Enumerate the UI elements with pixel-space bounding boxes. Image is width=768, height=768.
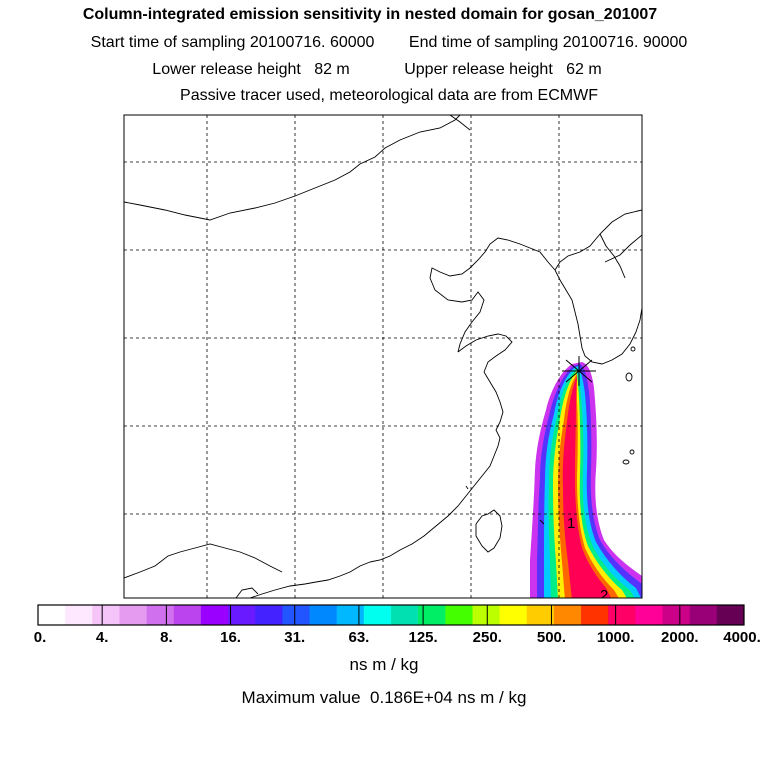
station-star-icon — [562, 356, 596, 386]
colorbar-swatch — [363, 605, 392, 625]
plume-label-1: 1 — [567, 515, 575, 532]
colorbar — [37, 604, 745, 626]
start-time-label: Start time of sampling — [90, 34, 246, 51]
colorbar-swatch — [526, 605, 555, 625]
colorbar-swatch — [173, 605, 202, 625]
colorbar-swatch — [38, 605, 66, 625]
max-value-label: Maximum value — [241, 688, 361, 707]
colorbar-swatch — [716, 605, 745, 625]
tracer-note: Passive tracer used, meteorological data… — [180, 87, 598, 104]
colorbar-swatch — [228, 605, 256, 625]
colorbar-frame — [37, 604, 745, 626]
start-time-value: 20100716. 60000 — [249, 34, 375, 51]
sampling-time-line: Start time of sampling 20100716. 60000 E… — [5, 34, 768, 52]
plume-label-2: 2 — [600, 587, 608, 600]
colorbar-swatch — [608, 605, 636, 625]
colorbar-tick-label: 4. — [95, 629, 109, 646]
map-frame — [123, 114, 643, 599]
colorbar-swatch — [119, 605, 148, 625]
upper-release-value: 62 m — [566, 61, 602, 78]
max-value-number: 0.186E+04 — [370, 688, 453, 707]
colorbar-swatch — [472, 605, 501, 625]
lower-release-value: 82 m — [314, 61, 350, 78]
end-time-label: End time of sampling — [408, 34, 559, 51]
colorbar-tick-label: 500. — [536, 629, 567, 646]
colorbar-swatch — [391, 605, 419, 625]
plot-title: Column-integrated emission sensitivity i… — [82, 6, 658, 23]
end-time-value: 20100716. 90000 — [562, 34, 688, 51]
colorbar-swatch — [662, 605, 691, 625]
colorbar-swatch — [553, 605, 582, 625]
colorbar-tick-label: 4000. — [723, 629, 761, 646]
colorbar-swatch — [200, 605, 229, 625]
colorbar-swatch — [282, 605, 311, 625]
max-value-units: ns m / kg — [457, 688, 527, 707]
maximum-value-line: Maximum value 0.186E+04 ns m / kg — [0, 688, 768, 708]
colorbar-swatch — [309, 605, 338, 625]
colorbar-swatch — [146, 605, 175, 625]
colorbar-tick-label: 8. — [160, 629, 173, 646]
colorbar-swatch — [445, 605, 473, 625]
colorbar-swatch — [65, 605, 93, 625]
colorbar-swatch — [418, 605, 446, 625]
release-height-line: Lower release height 82 m Upper release … — [0, 61, 761, 79]
coastlines — [124, 115, 642, 598]
colorbar-tick-label: 31. — [284, 629, 306, 646]
colorbar-units: ns m / kg — [349, 655, 419, 674]
map-panel: 1 2 — [123, 114, 643, 600]
colorbar-swatch — [499, 605, 528, 625]
colorbar-tick-label: 16. — [220, 629, 241, 646]
colorbar-tick-label: 0. — [33, 629, 47, 646]
colorbar-tick-label: 63. — [348, 629, 370, 646]
colorbar-tick-label: 1000. — [596, 629, 635, 646]
lat-lon-grid — [124, 115, 642, 598]
lower-release-label: Lower release height — [152, 61, 301, 78]
upper-release-label: Upper release height — [404, 61, 553, 78]
colorbar-swatch — [689, 605, 718, 625]
colorbar-tick-label: 250. — [472, 629, 502, 646]
sensitivity-plume — [530, 362, 642, 598]
colorbar-tick-label: 125. — [408, 629, 438, 646]
colorbar-swatch — [92, 605, 120, 625]
colorbar-swatch — [336, 605, 365, 625]
colorbar-swatch — [255, 605, 283, 625]
colorbar-tick-label: 2000. — [661, 629, 699, 646]
colorbar-swatch — [581, 605, 609, 625]
colorbar-swatch — [635, 605, 664, 625]
